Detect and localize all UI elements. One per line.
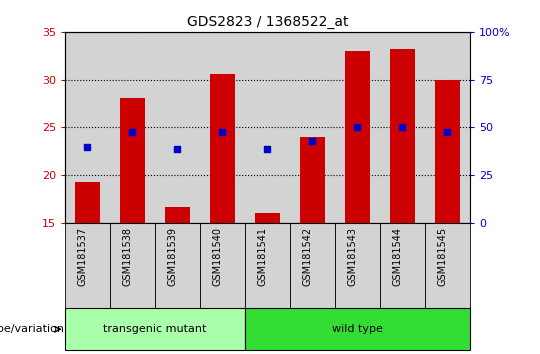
Bar [200,223,245,308]
Bar [65,32,110,223]
Bar [255,212,280,223]
Bar [380,223,425,308]
Bar [200,32,245,223]
Bar [65,223,110,308]
Bar [335,32,380,223]
Bar [245,308,470,350]
Point [218,129,227,135]
Text: GSM181539: GSM181539 [167,227,177,286]
Bar [165,207,190,223]
Bar [335,223,380,308]
Point [263,147,272,152]
Point [173,147,181,152]
Bar [65,308,245,350]
Bar [435,80,460,223]
Text: GSM181537: GSM181537 [77,227,87,286]
Text: GSM181543: GSM181543 [347,227,357,286]
Bar [245,32,290,223]
Bar [290,32,335,223]
Bar [245,223,290,308]
Bar [290,223,335,308]
Bar [300,137,325,223]
Text: GSM181538: GSM181538 [122,227,132,286]
Bar [390,49,415,223]
Text: GSM181540: GSM181540 [212,227,222,286]
Title: GDS2823 / 1368522_at: GDS2823 / 1368522_at [186,16,348,29]
Bar [380,32,425,223]
Text: GSM181545: GSM181545 [437,227,447,286]
Point [443,129,451,135]
Bar [75,182,100,223]
Bar [120,98,145,223]
Bar [110,32,155,223]
Point [83,144,92,149]
Point [398,125,407,130]
Text: transgenic mutant: transgenic mutant [103,324,206,334]
Point [308,138,316,144]
Bar [425,223,470,308]
Text: wild type: wild type [332,324,383,334]
Bar [210,74,235,223]
Text: genotype/variation: genotype/variation [0,324,64,334]
Bar [155,223,200,308]
Point [128,129,137,135]
Text: GSM181542: GSM181542 [302,227,312,286]
Point [353,125,362,130]
Text: GSM181544: GSM181544 [392,227,402,286]
Bar [110,223,155,308]
Bar [425,32,470,223]
Bar [345,51,370,223]
Text: GSM181541: GSM181541 [257,227,267,286]
Bar [155,32,200,223]
